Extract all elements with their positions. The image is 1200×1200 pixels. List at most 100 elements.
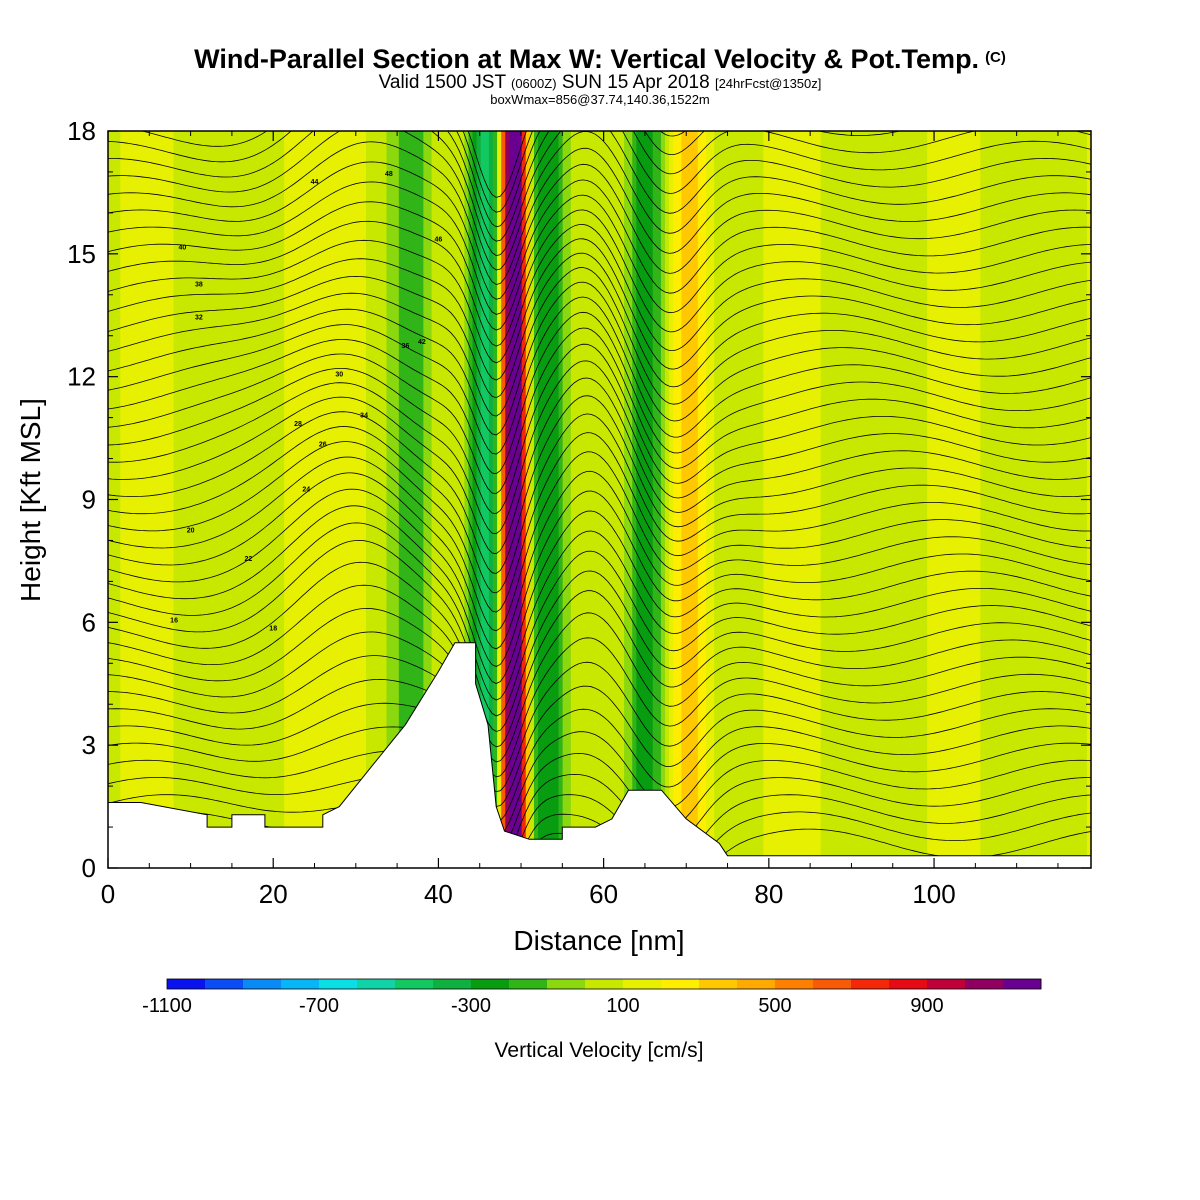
velocity-cell — [214, 131, 220, 868]
velocity-cell — [1050, 131, 1055, 868]
velocity-cell — [566, 131, 572, 868]
velocity-cell — [357, 131, 363, 868]
velocity-cell — [284, 131, 289, 868]
colorbar-swatch — [471, 979, 510, 989]
velocity-cell — [746, 131, 752, 868]
velocity-cell — [493, 131, 498, 868]
isentrope-line — [140, 131, 1091, 228]
contour-label: 30 — [335, 372, 343, 379]
valid-zulu: (0600Z) — [511, 76, 557, 91]
velocity-cell — [955, 131, 961, 868]
velocity-cell — [194, 131, 199, 868]
isentrope-line — [108, 267, 1091, 417]
valid-prefix: Valid 1500 JST — [378, 72, 506, 93]
velocity-cell — [579, 131, 584, 868]
isentrope-line — [108, 772, 1091, 868]
velocity-cell — [595, 131, 601, 868]
velocity-cell — [419, 131, 424, 868]
isentrope-line — [108, 522, 1091, 701]
velocity-cell — [280, 131, 285, 868]
velocity-cell — [849, 131, 855, 868]
velocity-cell — [1058, 131, 1063, 868]
isentrope-line — [108, 209, 1091, 347]
velocity-cell — [316, 131, 322, 868]
colorbar-swatch — [357, 979, 396, 989]
velocity-cell — [800, 131, 805, 868]
velocity-cell — [411, 131, 416, 868]
velocity-cell — [320, 131, 326, 868]
chart-title-text: Wind-Parallel Section at Max W: Vertical… — [194, 44, 980, 74]
velocity-cell — [169, 131, 175, 868]
velocity-cell — [1025, 131, 1031, 868]
velocity-cell — [292, 131, 298, 868]
velocity-cell — [517, 131, 523, 868]
y-tick-label: 15 — [67, 239, 96, 269]
velocity-cell — [697, 131, 703, 868]
isentrope-line — [108, 161, 1091, 300]
y-tick-label: 0 — [82, 853, 96, 883]
isentrope-line — [108, 793, 1091, 868]
velocity-cell — [177, 131, 183, 868]
colorbar-tick-label: -1100 — [142, 995, 192, 1017]
velocity-cell — [275, 131, 281, 868]
velocity-cell — [456, 131, 461, 868]
isentrope-line — [108, 607, 1091, 763]
y-tick-label: 9 — [82, 485, 96, 515]
velocity-cell — [865, 131, 871, 868]
velocity-cell — [439, 131, 445, 868]
velocity-cell — [341, 131, 347, 868]
velocity-cell — [468, 131, 474, 868]
colorbar-swatch — [509, 979, 548, 989]
velocity-field — [108, 131, 1091, 868]
colorbar-swatch — [205, 979, 244, 989]
colorbar-swatch — [433, 979, 472, 989]
velocity-cell — [136, 131, 142, 868]
velocity-cell — [816, 131, 822, 868]
velocity-cell — [611, 131, 617, 868]
velocity-cell — [1013, 131, 1018, 868]
colorbar-tick-label: 100 — [606, 995, 639, 1017]
isentrope-line — [108, 432, 1091, 613]
y-axis-title: Height [Kft MSL] — [15, 398, 46, 602]
velocity-cell — [1054, 131, 1059, 868]
velocity-cell — [525, 131, 531, 868]
velocity-cell — [1066, 131, 1072, 868]
velocity-cell — [267, 131, 273, 868]
velocity-cell — [669, 131, 674, 868]
velocity-cell — [533, 131, 539, 868]
chart-title: Wind-Parallel Section at Max W: Vertical… — [0, 44, 1200, 75]
velocity-cell — [1045, 131, 1051, 868]
velocity-cell — [304, 131, 310, 868]
colorbar-tick-label: -300 — [451, 995, 491, 1017]
velocity-cell — [705, 131, 711, 868]
isentrope-line — [108, 131, 1091, 257]
velocity-cell — [943, 131, 949, 868]
colorbar-swatch — [813, 979, 852, 989]
velocity-cell — [325, 131, 330, 868]
velocity-cell — [972, 131, 977, 868]
isentrope-line — [108, 631, 1091, 778]
velocity-cell — [542, 131, 547, 868]
x-tick-label: 100 — [912, 879, 955, 909]
velocity-cell — [693, 131, 699, 868]
colorbar-swatch — [1003, 979, 1042, 989]
velocity-cell — [853, 131, 859, 868]
colorbar-swatch — [167, 979, 206, 989]
velocity-cell — [927, 131, 932, 868]
potential-temperature-contours: 16 18 20 22 24 26 28 30 32 34 36 38 40 42 44 46 48 — [108, 131, 1091, 868]
velocity-cell — [665, 131, 670, 868]
velocity-cell — [1000, 131, 1006, 868]
velocity-cell — [660, 131, 666, 868]
velocity-cell — [1070, 131, 1076, 868]
velocity-cell — [300, 131, 306, 868]
velocity-cell — [918, 131, 924, 868]
velocity-cell — [857, 131, 863, 868]
isentrope-line — [108, 327, 1091, 495]
colorbar-swatch — [965, 979, 1004, 989]
velocity-cell — [394, 131, 400, 868]
velocity-cell — [947, 131, 953, 868]
velocity-cell — [935, 131, 941, 868]
velocity-cell — [382, 131, 388, 868]
velocity-cell — [619, 131, 625, 868]
